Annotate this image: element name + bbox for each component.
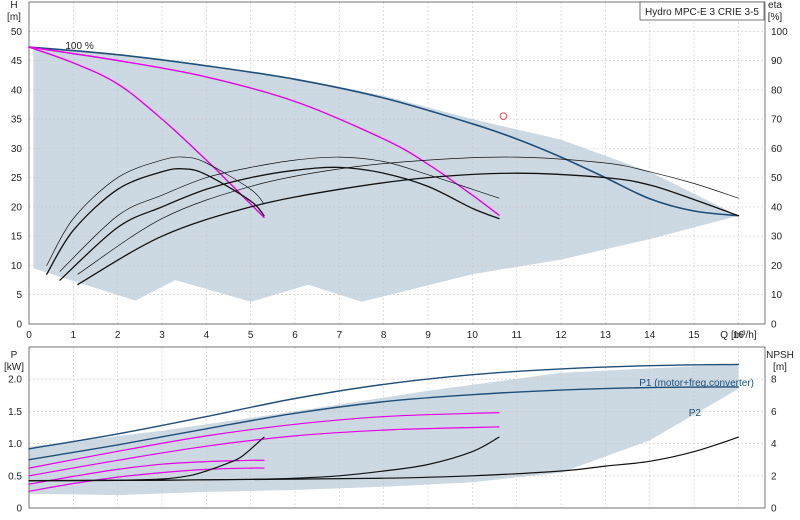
h-tick-label: 15 [11,232,23,243]
x-tick-label: 14 [644,330,656,341]
npsh-tick-label: 6 [771,407,777,418]
p-axis-label: P [11,350,18,361]
operating-range-area [33,47,739,302]
x-tick-label: 11 [512,330,523,341]
duty-point-marker [499,112,508,120]
eta-tick-label: 20 [771,261,783,272]
x-tick-label: 16 [733,330,745,341]
curve-eta-thin-mid [59,156,500,272]
h-tick-label: 0 [16,320,22,331]
title-box [639,1,765,21]
h-tick-label: 5 [16,290,22,301]
h-axis-unit: [m] [7,12,21,23]
power-npsh-plot: 0 0.5 1.0 1.5 2.0 0 2 4 6 8 P[kW] NPSH[m] P1 (motor+… [4,346,794,515]
eta-tick-label: 80 [771,85,783,96]
curve-p-speed-2a [28,459,265,485]
npsh-tick-label: 0 [771,504,777,515]
curve-p-speed-1a [28,412,500,469]
eta-tick-label: 0 [771,320,777,331]
npsh-tick-label: 2 [771,471,777,482]
bottom-plot-frame [28,346,766,509]
h-tick-label: 40 [11,85,23,96]
head-efficiency-plot: 0 1 2 3 4 5 6 7 8 9 10 11 12 13 14 15 160510152025303540… [7,0,788,341]
curve-p2 [28,386,740,461]
p-tick-label: 0.5 [8,471,22,482]
q-axis-label: Q [720,330,728,341]
x-tick-label: 9 [425,330,431,341]
npsh-tick-label: 8 [771,375,777,386]
h-tick-label: 30 [11,144,23,155]
npsh-axis-label: NPSH [766,350,794,361]
curve-npsh-small [28,436,265,482]
eta-tick-label: 40 [771,202,783,213]
series-label-p2: P2 [689,408,702,419]
x-tick-label: 1 [71,330,77,341]
p-tick-label: 0 [16,504,22,515]
curve-eta-outer-small [46,168,265,275]
x-tick-label: 5 [248,330,254,341]
p-axis-unit: [kW] [4,362,24,373]
eta-axis-unit: [%] [768,12,783,23]
eta-tick-label: 30 [771,232,783,243]
chart-title: Hydro MPC-E 3 CRIE 3-5 [645,7,759,18]
series-label-p1: P1 (motor+freq.converter) [639,378,754,389]
curve-head-speed-2 [28,46,265,219]
npsh-tick-label: 4 [771,439,777,450]
curve-npsh-mid [28,436,500,482]
x-tick-label: 4 [204,330,210,341]
eta-tick-label: 100 [771,27,788,38]
x-tick-label: 12 [555,330,567,341]
curve-head-speed-1 [28,46,500,216]
x-tick-label: 6 [292,330,298,341]
curve-eta-thin-small [46,156,265,266]
x-tick-label: 3 [159,330,165,341]
h-tick-label: 25 [11,173,23,184]
curve-p-speed-2b [28,467,265,492]
h-tick-label: 35 [11,115,23,126]
x-tick-label: 7 [337,330,343,341]
curve-p1 [28,363,740,450]
eta-tick-label: 70 [771,115,783,126]
h-axis-label: H [10,0,17,11]
p-tick-label: 1.5 [8,407,22,418]
h-tick-label: 10 [11,261,23,272]
curve-eta-outer-full [77,172,740,286]
h-tick-label: 20 [11,202,23,213]
x-tick-label: 8 [381,330,387,341]
curve-eta-thin-full [77,156,739,275]
x-tick-label: 13 [600,330,612,341]
curve-max-head [28,46,740,217]
curve-p-speed-1b [28,426,500,477]
q-axis-unit: [m³/h] [731,330,757,341]
x-tick-label: 15 [688,330,700,341]
eta-tick-label: 50 [771,173,783,184]
h-tick-label: 45 [11,56,23,67]
x-tick-label: 0 [26,330,32,341]
eta-axis-label: eta [768,0,782,11]
p-tick-label: 1.0 [8,439,22,450]
annotation-100-percent: 100 % [65,41,93,52]
eta-tick-label: 60 [771,144,783,155]
eta-tick-label: 90 [771,56,783,67]
p-tick-label: 2.0 [8,375,22,386]
x-tick-label: 2 [115,330,121,341]
x-tick-label: 10 [467,330,479,341]
eta-tick-label: 10 [771,290,783,301]
npsh-axis-unit: [m] [773,362,787,373]
top-plot-frame [28,1,766,325]
curve-eta-outer-mid [59,166,500,281]
h-tick-label: 50 [11,27,23,38]
